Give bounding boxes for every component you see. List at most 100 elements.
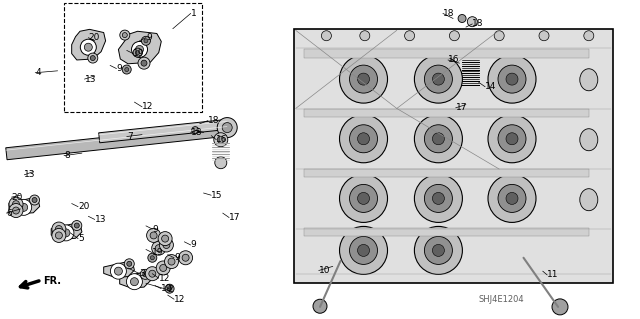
Ellipse shape [163, 241, 170, 249]
Ellipse shape [58, 225, 74, 241]
Text: 18: 18 [472, 19, 484, 28]
Ellipse shape [494, 31, 504, 41]
Polygon shape [315, 306, 326, 309]
Ellipse shape [122, 33, 127, 38]
Ellipse shape [458, 14, 466, 23]
Text: 12: 12 [174, 295, 186, 304]
Polygon shape [294, 29, 613, 283]
Polygon shape [120, 273, 150, 288]
Ellipse shape [506, 133, 518, 145]
Text: 19: 19 [152, 248, 164, 257]
Ellipse shape [145, 267, 159, 281]
Ellipse shape [115, 267, 122, 275]
Text: FR.: FR. [44, 276, 61, 286]
Ellipse shape [404, 31, 415, 41]
Text: 19: 19 [133, 49, 145, 58]
Ellipse shape [127, 274, 143, 290]
Ellipse shape [424, 65, 452, 93]
Text: 1: 1 [191, 9, 196, 18]
Text: 9: 9 [116, 64, 122, 73]
Ellipse shape [136, 51, 140, 55]
Ellipse shape [339, 174, 388, 222]
Ellipse shape [147, 228, 161, 242]
Ellipse shape [467, 17, 477, 27]
Ellipse shape [141, 60, 147, 66]
Text: 16: 16 [216, 135, 228, 144]
Ellipse shape [433, 133, 444, 145]
Text: 11: 11 [547, 271, 559, 279]
Ellipse shape [358, 133, 369, 145]
Text: 8: 8 [64, 151, 70, 160]
Ellipse shape [150, 232, 157, 239]
Ellipse shape [584, 31, 594, 41]
Ellipse shape [120, 30, 130, 40]
Ellipse shape [415, 55, 463, 103]
Ellipse shape [13, 201, 19, 208]
Ellipse shape [179, 251, 193, 265]
Text: 3: 3 [140, 269, 145, 278]
Ellipse shape [498, 65, 526, 93]
Text: 9: 9 [146, 33, 152, 42]
Ellipse shape [81, 39, 97, 55]
Ellipse shape [433, 244, 444, 256]
Ellipse shape [424, 236, 452, 264]
Bar [304, 49, 589, 58]
Ellipse shape [122, 65, 131, 74]
Text: 19: 19 [161, 284, 173, 293]
Ellipse shape [506, 192, 518, 204]
Ellipse shape [433, 73, 444, 85]
Ellipse shape [580, 189, 598, 211]
Ellipse shape [488, 55, 536, 103]
Ellipse shape [9, 197, 23, 211]
Text: 13: 13 [84, 75, 96, 84]
Ellipse shape [498, 184, 526, 212]
Ellipse shape [360, 31, 370, 41]
Ellipse shape [466, 52, 475, 61]
Ellipse shape [506, 73, 518, 85]
Ellipse shape [152, 241, 166, 255]
Bar [304, 228, 589, 236]
Ellipse shape [74, 223, 79, 228]
Ellipse shape [168, 258, 175, 265]
Ellipse shape [415, 174, 463, 222]
Ellipse shape [339, 115, 388, 163]
Ellipse shape [580, 129, 598, 151]
Ellipse shape [20, 203, 28, 211]
Ellipse shape [313, 299, 327, 313]
Ellipse shape [424, 184, 452, 212]
Bar [64, 3, 202, 112]
Ellipse shape [218, 136, 224, 143]
Ellipse shape [156, 261, 170, 275]
Ellipse shape [32, 197, 37, 203]
Text: 14: 14 [485, 82, 497, 91]
Text: 5: 5 [78, 234, 84, 243]
Text: 9: 9 [152, 225, 158, 234]
Ellipse shape [165, 284, 174, 293]
Text: 18: 18 [208, 116, 220, 125]
Polygon shape [51, 224, 82, 239]
Ellipse shape [16, 199, 32, 215]
Polygon shape [104, 262, 134, 278]
Ellipse shape [222, 122, 232, 133]
Text: 13: 13 [24, 170, 36, 179]
Ellipse shape [498, 125, 526, 153]
Ellipse shape [215, 157, 227, 169]
Ellipse shape [52, 222, 66, 236]
Text: 18: 18 [443, 9, 454, 18]
Ellipse shape [72, 220, 82, 231]
Ellipse shape [217, 118, 237, 137]
Ellipse shape [62, 229, 70, 237]
Bar [304, 169, 589, 177]
Ellipse shape [321, 31, 332, 41]
Ellipse shape [148, 253, 157, 262]
Text: 9: 9 [191, 241, 196, 249]
Ellipse shape [127, 261, 132, 266]
Ellipse shape [463, 98, 477, 112]
Ellipse shape [349, 184, 378, 212]
Ellipse shape [415, 226, 463, 274]
Ellipse shape [138, 57, 150, 69]
Ellipse shape [182, 254, 189, 261]
Ellipse shape [461, 48, 479, 66]
Ellipse shape [358, 192, 369, 204]
Ellipse shape [140, 269, 150, 279]
